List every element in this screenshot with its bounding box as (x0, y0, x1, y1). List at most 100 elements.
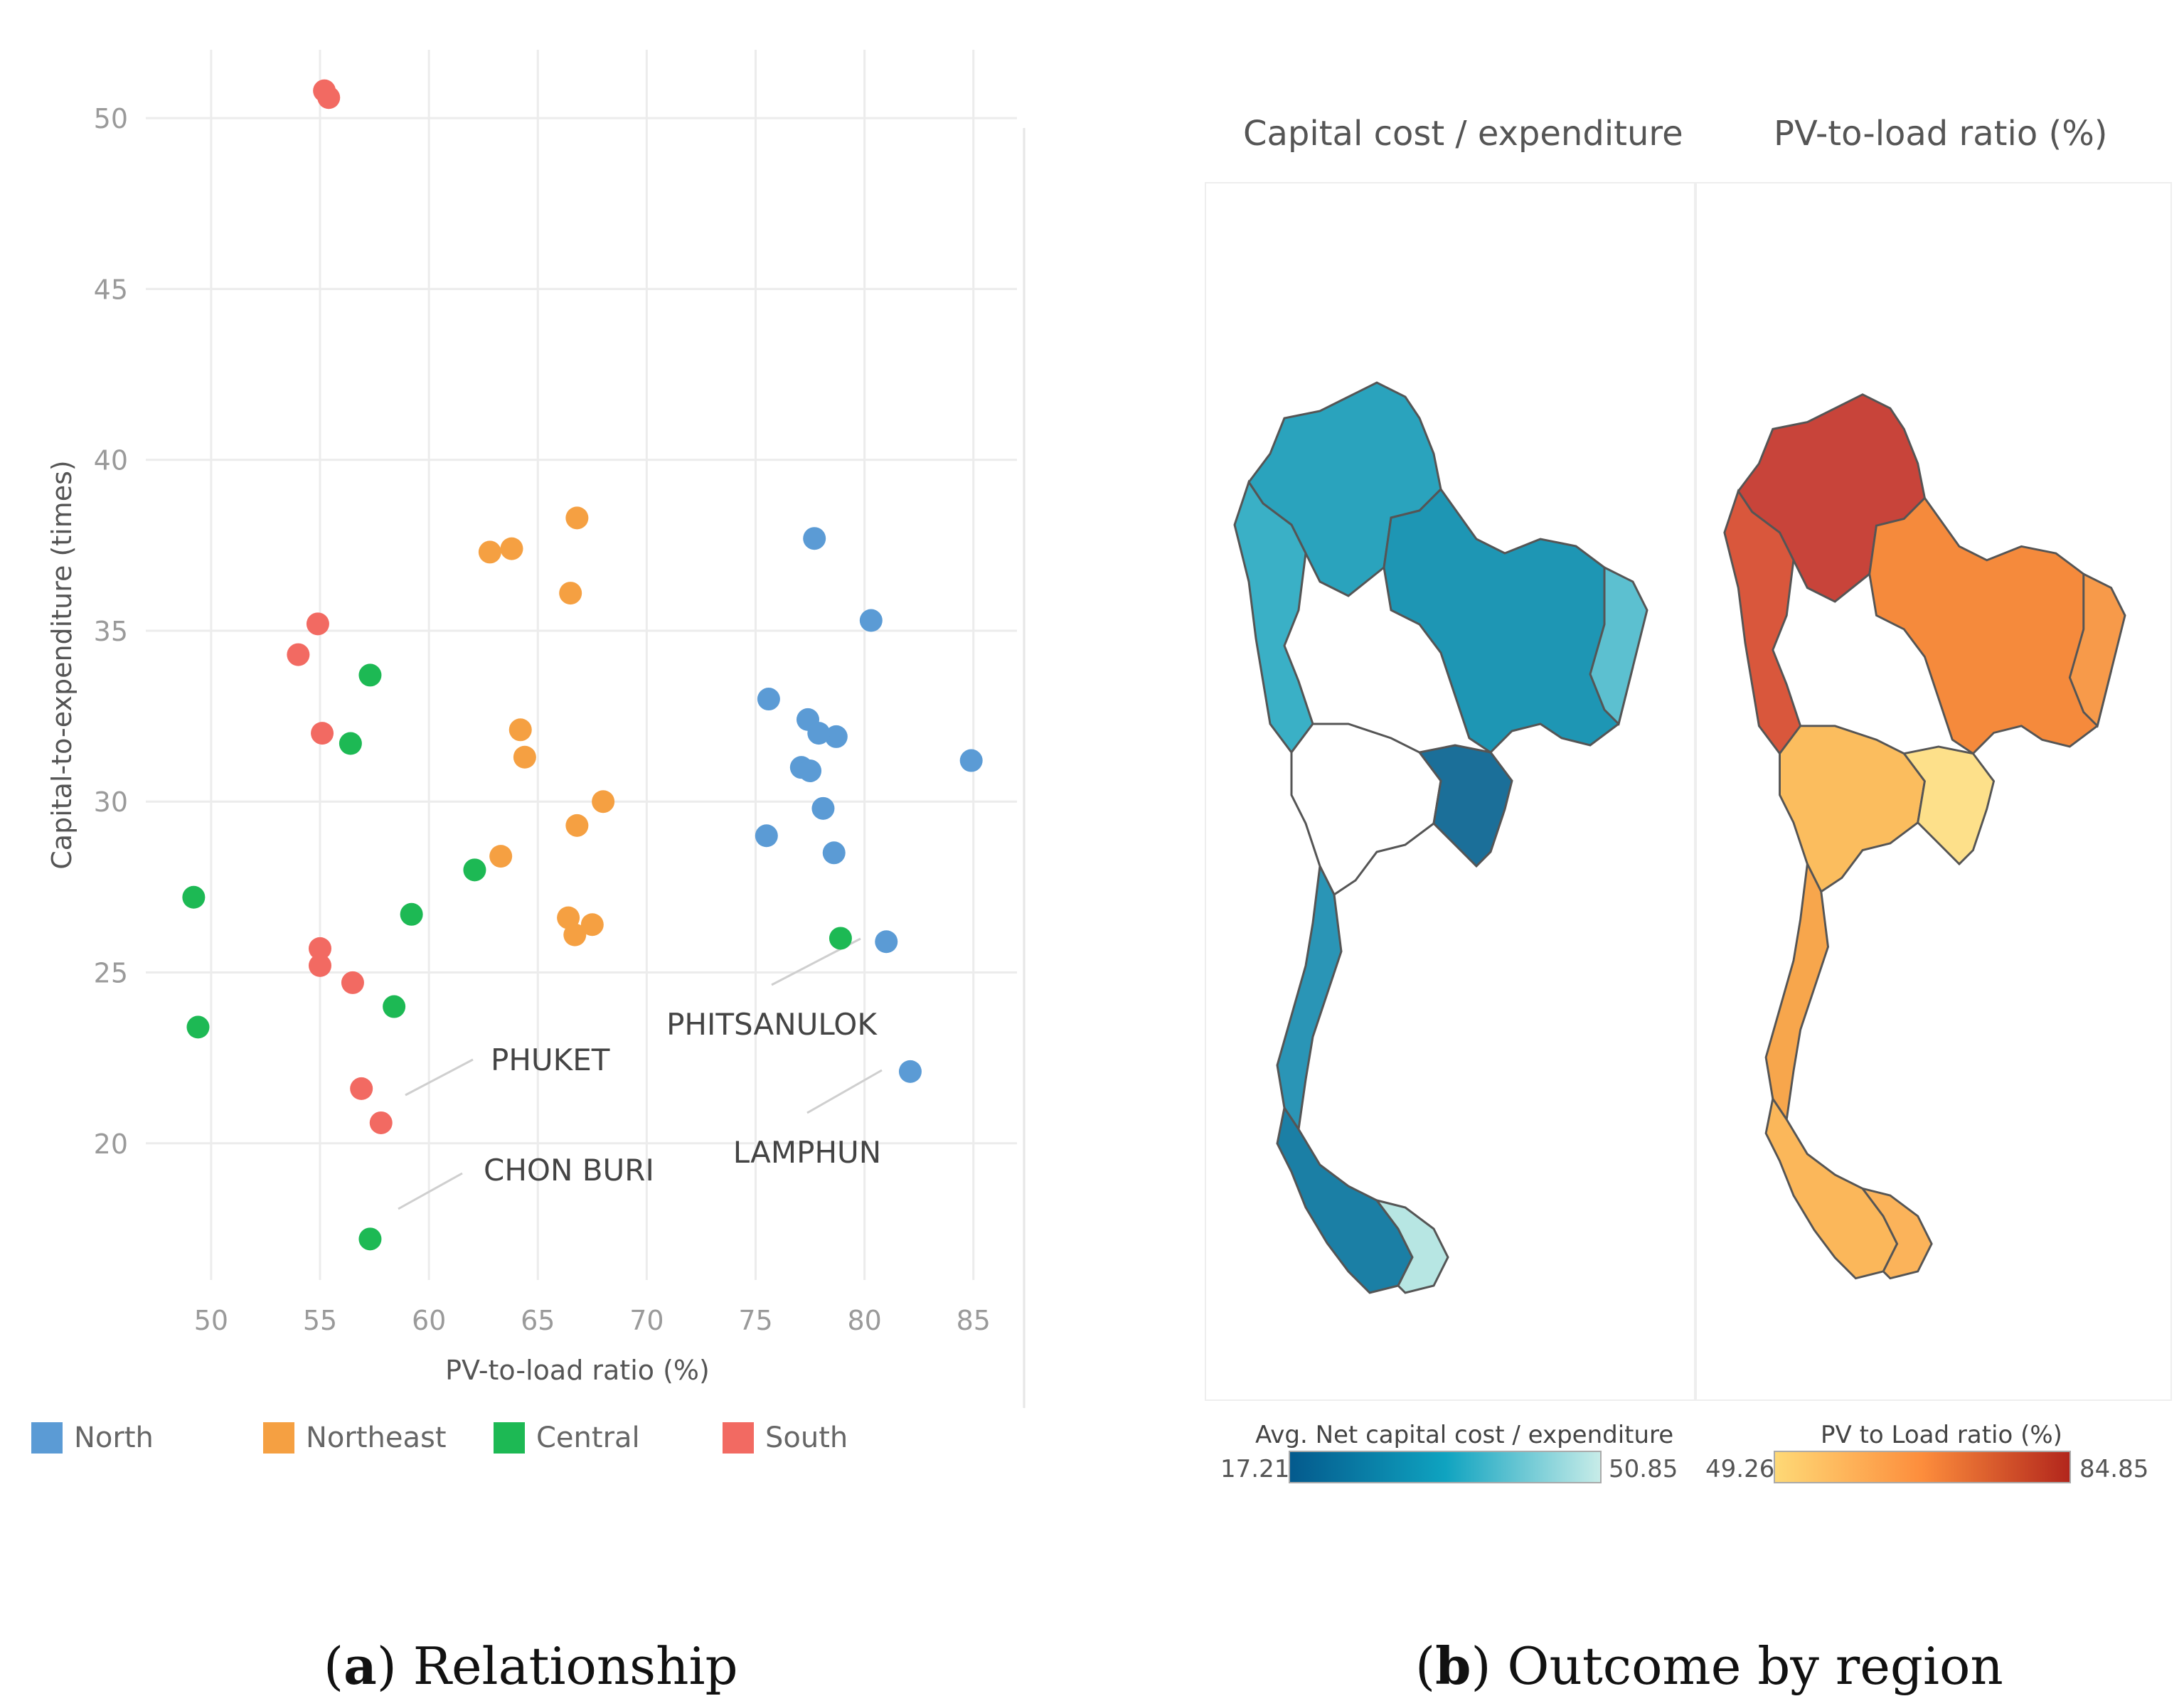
legend-label-south: South (765, 1422, 848, 1454)
map-region-east (1589, 565, 1648, 726)
thailand-map-pv (1723, 393, 2126, 1280)
map-region-east (2068, 572, 2126, 728)
x-tick-label: 65 (521, 1305, 555, 1336)
x-tick-label: 75 (738, 1305, 772, 1336)
data-point-northeast (508, 718, 532, 742)
data-point-north (824, 725, 848, 748)
y-axis-title: Capital-to-expenditure (times) (46, 460, 78, 870)
x-tick-label: 50 (194, 1305, 228, 1336)
data-point-central (383, 995, 406, 1018)
annotation-phuket: PHUKET (491, 1042, 610, 1077)
x-axis-title: PV-to-load ratio (%) (445, 1355, 710, 1386)
annotations: PHUKET CHON BURI PHITSANULOK LAMPHUN (398, 937, 883, 1210)
data-point-northeast (580, 913, 604, 937)
data-point-northeast (500, 537, 523, 560)
colorbar-pv (1774, 1451, 2071, 1483)
caption-a: (a) Relationship (324, 1636, 738, 1696)
colorbar-title-pv: PV to Load ratio (%) (1821, 1421, 2062, 1449)
caption-a-letter: a (343, 1636, 377, 1696)
data-point-south (317, 86, 341, 110)
colorbar-capital (1289, 1451, 1602, 1483)
data-point-north (875, 930, 898, 954)
data-point-central (358, 1227, 382, 1251)
map-region-deep-south (1374, 1198, 1449, 1294)
colorbar-max-capital: 50.85 (1609, 1455, 1678, 1483)
caption-b-letter: b (1435, 1636, 1471, 1696)
data-point-north (757, 688, 780, 711)
data-point-north (803, 527, 826, 550)
data-point-south (287, 643, 310, 666)
data-point-north (959, 749, 983, 772)
y-tick-label: 45 (94, 274, 128, 305)
legend-swatch-north (31, 1422, 63, 1454)
y-tick-label: 40 (94, 445, 128, 476)
caption-a-text: Relationship (396, 1636, 738, 1696)
grid-lines (146, 50, 1017, 1280)
data-point-south (309, 937, 331, 960)
map-region-bangkok-east (1902, 745, 1996, 866)
data-point-south (309, 954, 331, 977)
y-tick-label: 25 (94, 958, 128, 989)
y-tick-label: 35 (94, 616, 128, 647)
map-panel-pv (1695, 182, 2172, 1401)
map-region-bangkok-east (1417, 744, 1513, 868)
legend-label-north: North (74, 1422, 154, 1454)
y-tick-label: 20 (94, 1129, 128, 1160)
data-point-northeast (559, 582, 582, 605)
x-tick-label: 55 (303, 1305, 337, 1336)
data-point-central (829, 927, 852, 950)
data-point-south (369, 1111, 393, 1134)
data-point-south (311, 722, 334, 745)
annotation-chon-buri: CHON BURI (484, 1153, 654, 1188)
legend-item-north: North (31, 1417, 154, 1459)
annotation-leader-line (405, 1058, 474, 1097)
legend-swatch-central (494, 1422, 525, 1454)
x-tick-label: 70 (629, 1305, 664, 1336)
data-point-northeast (557, 906, 580, 929)
colorbar-min-pv: 49.26 (1705, 1455, 1775, 1483)
data-point-northeast (565, 814, 589, 837)
map-panel-capital (1205, 182, 1695, 1401)
data-point-central (358, 663, 382, 687)
annotation-leader-line (806, 1069, 883, 1114)
map-region-south-upper (1276, 862, 1343, 1133)
data-point-north (822, 841, 846, 865)
map-region-northeast (1383, 487, 1634, 754)
legend-item-northeast: Northeast (263, 1417, 447, 1459)
colorbar-max-pv: 84.85 (2079, 1455, 2149, 1483)
annotation-leader-line (398, 1172, 463, 1210)
thailand-map-capital (1233, 381, 1648, 1294)
tick-labels: 50 55 60 65 70 75 80 85 20 25 30 35 40 45 50 (94, 103, 991, 1336)
data-point-central (182, 885, 206, 909)
data-point-north (807, 722, 831, 745)
data-point-south (350, 1077, 373, 1100)
data-points (182, 79, 983, 1251)
data-point-central (400, 902, 423, 926)
map-title-pv: PV-to-load ratio (%) (1774, 114, 2108, 154)
y-tick-label: 30 (94, 786, 128, 818)
annotation-lamphun: LAMPHUN (733, 1135, 881, 1170)
legend-item-central: Central (494, 1417, 640, 1459)
caption-b: (b) Outcome by region (1415, 1636, 2003, 1696)
colorbar-min-capital: 17.21 (1220, 1455, 1290, 1483)
data-point-northeast (478, 540, 501, 564)
data-point-central (186, 1015, 210, 1039)
colorbar-title-capital: Avg. Net capital cost / expenditure (1255, 1421, 1674, 1449)
map-region-central (1290, 722, 1442, 897)
legend-swatch-northeast (263, 1422, 294, 1454)
legend-label-central: Central (536, 1422, 640, 1454)
data-point-northeast (592, 790, 615, 814)
x-tick-label: 85 (957, 1305, 991, 1336)
scatter-plot: 50 55 60 65 70 75 80 85 20 25 30 35 40 45 50 PHUKET CHO… (46, 50, 1026, 1408)
data-point-south (341, 971, 364, 994)
legend-item-south: South (723, 1417, 848, 1459)
annotation-phitsanulok: PHITSANULOK (666, 1007, 878, 1042)
data-point-northeast (563, 923, 587, 946)
legend-label-northeast: Northeast (306, 1422, 447, 1454)
map-title-capital: Capital cost / expenditure (1243, 114, 1683, 154)
map-region-central (1779, 725, 1926, 893)
map-region-south-lower (1276, 1105, 1414, 1294)
data-point-central (463, 858, 486, 882)
map-region-south-upper (1764, 860, 1829, 1123)
data-point-northeast (513, 745, 536, 769)
